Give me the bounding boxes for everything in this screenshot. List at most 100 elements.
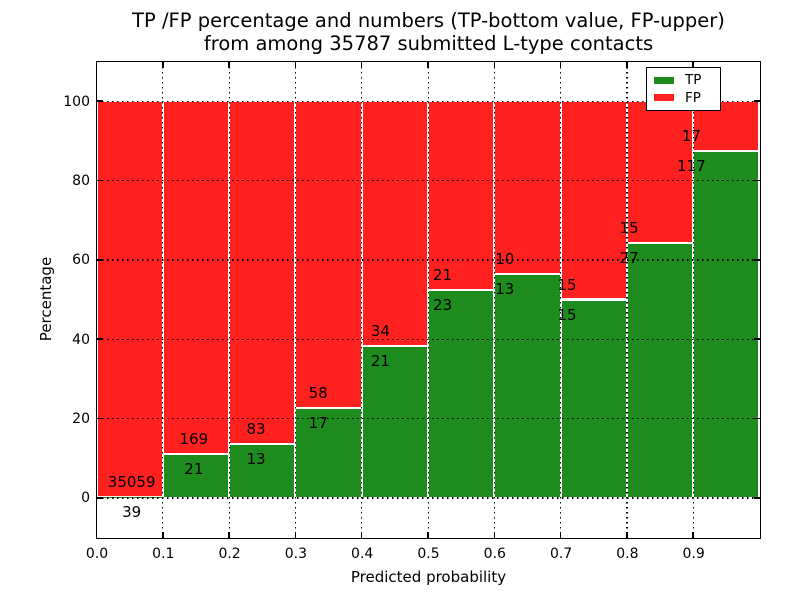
tp-count-label: 21 [184,459,204,478]
legend-label-fp: FP [685,89,701,106]
y-tick-mark [753,100,760,102]
y-tick-label: 60 [72,252,90,269]
y-tick-mark [96,417,103,420]
y-tick-mark [96,338,103,340]
bar-segment-fp [626,101,694,243]
bar-segment-tp [693,151,760,498]
x-tick-mark [360,531,363,538]
x-tick-label: 0.9 [682,546,705,562]
bar-segment-fp [428,101,495,291]
y-tick-mark [753,259,760,261]
x-tick-mark [559,61,562,68]
x-tick-mark [162,61,164,68]
x-tick-mark [294,61,297,68]
tp-count-label: 21 [370,352,390,371]
fp-count-label: 10 [495,249,515,268]
fp-count-label: 169 [179,429,209,448]
x-tick-mark [294,531,297,538]
bars-layer [96,62,760,538]
fp-count-label: 15 [619,218,639,237]
y-tick-mark [753,497,760,499]
y-axis-label: Percentage [37,256,55,342]
gridline-vertical [361,61,363,538]
fp-count-label: 83 [246,420,266,439]
fp-swatch-icon [654,94,674,102]
tp-count-label: 23 [433,296,453,315]
legend-item-fp: FP [654,91,713,105]
bar-segment-tp [560,299,627,498]
title-line-1: TP /FP percentage and numbers (TP-bottom… [132,9,725,32]
y-tick-mark [96,179,103,182]
x-tick-label: 0.3 [284,546,308,562]
y-tick-mark [753,417,760,420]
tp-swatch-icon [654,76,674,84]
gridline-vertical [162,61,164,538]
gridline-vertical [228,61,230,538]
bar-segment-fp [96,101,163,498]
tp-count-label: 17 [308,413,328,432]
bar-segment-fp [162,101,230,454]
y-tick-label: 100 [63,93,90,110]
fp-count-label: 35059 [107,473,156,492]
x-tick-mark [228,61,230,68]
x-tick-mark [360,61,363,68]
gridline-vertical [427,61,429,538]
y-tick-mark [753,179,760,182]
chart-title: TP /FP percentage and numbers (TP-bottom… [97,9,760,55]
x-tick-label: 0.8 [616,546,639,562]
fp-count-label: 21 [433,266,453,285]
bar-segment-tp [626,242,694,498]
x-tick-mark [493,531,496,538]
tp-count-label: 27 [619,248,639,267]
x-tick-mark [228,531,230,538]
bar-labels-layer: 35059 39 169 21 83 13 58 17 34 21 21 23 10 13 15 15 15 27… [97,62,760,538]
bar-segment-fp [560,101,627,300]
tp-count-label: 13 [246,450,266,469]
legend-label-tp: TP [685,72,702,89]
x-tick-label: 0.7 [549,546,573,562]
fp-count-label: 34 [370,322,390,341]
x-tick-label: 0.5 [417,546,440,562]
x-tick-mark [626,61,628,68]
y-tick-mark [96,259,103,261]
y-tick-mark [96,497,103,499]
y-tick-mark [96,100,103,102]
legend: TP FP [646,67,721,111]
gridline-vertical [294,61,297,538]
x-tick-mark [626,531,628,538]
x-tick-label: 0.1 [152,546,175,562]
bar-segment-tp [428,290,495,498]
x-tick-label: 0.4 [351,546,374,562]
x-tick-mark [427,531,429,538]
fp-count-label: 58 [308,383,328,402]
x-axis-label: Predicted probability [350,568,507,586]
x-tick-label: 0.0 [85,546,109,562]
gridline-vertical [692,61,694,538]
x-tick-mark [427,61,429,68]
x-tick-mark [162,531,164,538]
ticks-layer [95,61,760,538]
tp-count-label: 117 [677,157,706,176]
gridline-vertical [493,61,495,538]
x-tick-mark [95,61,98,68]
tp-count-label: 13 [495,279,515,298]
x-tick-label: 0.6 [483,546,506,562]
y-tick-label: 80 [72,173,90,189]
tp-count-label: 39 [122,503,142,522]
x-tick-mark [559,531,562,538]
y-tick-mark [753,338,760,340]
gridline-vertical [626,61,628,538]
x-tick-mark [493,61,496,68]
grid-layer [96,61,760,538]
gridline-vertical [560,61,562,538]
x-tick-mark [95,531,98,538]
x-tick-mark [692,61,694,68]
plot-area: 35059 39 169 21 83 13 58 17 34 21 21 23 10 13 15 15 15 27… [95,60,761,539]
fp-count-label: 15 [557,275,577,294]
y-tick-label: 40 [72,331,90,348]
x-tick-label: 0.2 [218,546,241,562]
title-line-2: from among 35787 submitted L-type contac… [203,32,654,55]
y-tick-label: 20 [72,411,90,427]
tp-count-label: 15 [557,305,577,324]
